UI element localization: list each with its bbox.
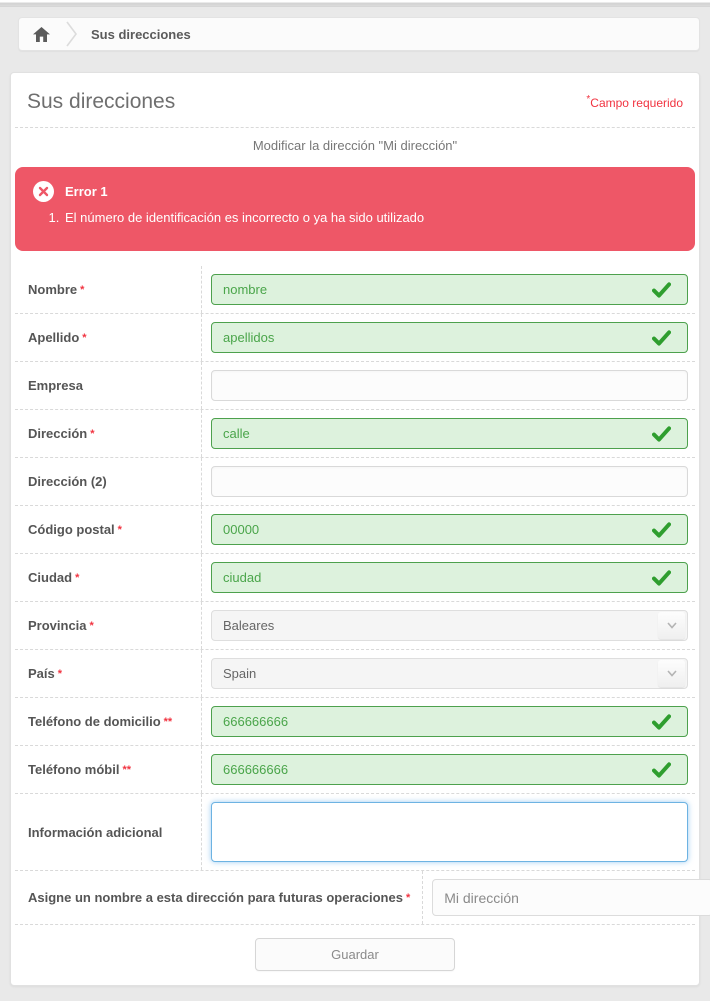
select-pais[interactable]: Spain [211,658,688,689]
field-label-nombre: Nombre * [28,282,85,297]
error-alert: Error 1 El número de identificación es i… [15,167,695,251]
required-marker: * [405,891,411,904]
field-control-nombre [201,266,688,313]
input-nombre[interactable] [211,274,688,305]
chevron-down-icon [658,660,685,687]
required-marker: ** [163,715,173,728]
required-marker: * [80,283,85,296]
input-ciudad[interactable] [211,562,688,593]
field-label-empresa: Empresa [28,378,83,393]
required-marker: * [117,523,122,536]
field-control-empresa [201,362,688,409]
select-provincia[interactable]: Baleares [211,610,688,641]
chevron-down-icon [658,612,685,639]
field-label-informacion-adicional: Información adicional [28,824,163,840]
save-button[interactable]: Guardar [255,938,455,971]
address-form: Nombre* Apellido* Empresa Dirección* Direcci… [15,266,710,925]
form-row-codigo-postal: Código postal * [15,506,695,554]
input-empresa[interactable] [211,370,688,401]
check-icon [652,329,671,346]
textarea-informacion-adicional[interactable] [211,802,688,862]
required-marker: * [90,427,95,440]
form-subtitle: Modificar la dirección "Mi dirección" [252,138,458,153]
check-icon [652,761,671,778]
form-row-telefono-movil: Teléfono móbil ** [15,746,695,794]
select-value-pais: Spain [223,666,257,681]
error-list: El número de identificación es incorrect… [33,209,677,226]
page-top-edge [0,0,710,7]
check-icon [652,281,671,298]
home-icon[interactable] [33,26,50,42]
input-alias[interactable] [432,879,710,916]
field-control-telefono-domicilio [201,698,688,745]
field-control-ciudad [201,554,688,601]
field-label-telefono-movil: Teléfono móbil ** [28,762,132,777]
select-value-provincia: Baleares [223,618,275,633]
breadcrumb-current: Sus direcciones [91,26,191,42]
form-row-empresa: Empresa [15,362,695,410]
form-row-telefono-domicilio: Teléfono de domicilio ** [15,698,695,746]
required-marker: * [57,667,63,680]
field-label-direccion-2: Dirección (2) [28,474,107,489]
error-title: Error 1 [65,184,108,199]
field-control-informacion-adicional [201,794,688,870]
field-label-ciudad: Ciudad * [28,570,80,585]
required-marker: * [75,571,80,584]
form-row-nombre: Nombre * [15,266,695,314]
required-marker: ** [122,763,132,776]
check-icon [652,521,671,538]
input-telefono-movil[interactable] [211,754,688,785]
page-title: Sus direcciones [27,90,176,113]
field-control-direccion [201,410,688,457]
field-control-telefono-movil [201,746,688,793]
check-icon [652,713,671,730]
field-control-direccion-2 [201,458,688,505]
required-marker: * [89,619,94,632]
input-telefono-domicilio[interactable] [211,706,688,737]
required-field-note: *Campo requerido [586,94,683,110]
form-row-pais: País * Spain [15,650,695,698]
form-row-alias: Asigne un nombre a esta dirección para f… [15,871,710,925]
input-apellido[interactable] [211,322,688,353]
input-direccion[interactable] [211,418,688,449]
form-row-provincia: Provincia * Baleares [15,602,695,650]
field-label-provincia: Provincia * [28,618,94,633]
field-label-codigo-postal: Código postal * [28,522,122,537]
required-marker: * [586,94,591,105]
field-control-apellido [201,314,688,361]
error-x-icon [33,181,54,202]
input-direccion-2[interactable] [211,466,688,497]
form-row-informacion-adicional: Información adicional [15,794,695,871]
field-control-pais: Spain [201,650,688,697]
field-control-alias [422,871,710,924]
form-row-direccion-2: Dirección (2) [15,458,695,506]
form-row-direccion: Dirección * [15,410,695,458]
field-control-codigo-postal [201,506,688,553]
breadcrumb-separator-icon [66,21,77,47]
field-control-provincia: Baleares [201,602,688,649]
field-label-alias: Asigne un nombre a esta dirección para f… [28,890,411,905]
check-icon [652,425,671,442]
error-item: El número de identificación es incorrect… [63,209,677,226]
required-marker: * [82,331,87,344]
field-label-telefono-domicilio: Teléfono de domicilio ** [28,714,173,729]
field-label-pais: País * [28,666,63,681]
form-row-apellido: Apellido * [15,314,695,362]
field-label-direccion: Dirección * [28,426,95,441]
addresses-panel: Sus direcciones *Campo requerido Modific… [10,72,710,986]
input-codigo-postal[interactable] [211,514,688,545]
form-row-ciudad: Ciudad * [15,554,695,602]
field-label-apellido: Apellido * [28,330,87,345]
breadcrumb: Sus direcciones [18,17,700,51]
check-icon [652,569,671,586]
